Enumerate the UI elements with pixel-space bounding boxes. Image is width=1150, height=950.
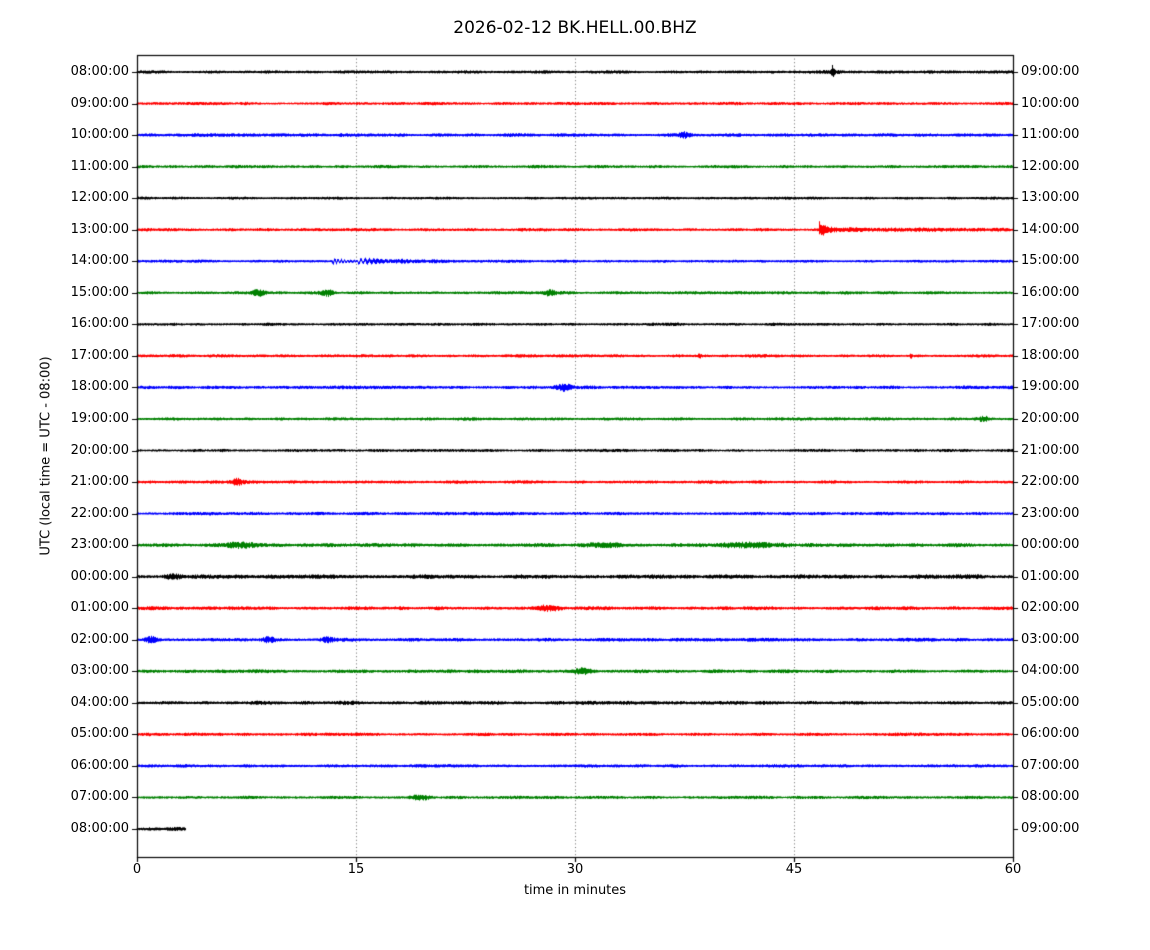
row-end-time: 16:00:00	[1021, 284, 1080, 300]
row-start-time-utc: 17:00:00	[70, 347, 129, 363]
row-end-time: 20:00:00	[1021, 410, 1080, 426]
row-start-time-utc: 01:00:00	[70, 600, 129, 616]
row-end-time: 15:00:00	[1021, 253, 1080, 269]
row-start-time-utc: 22:00:00	[70, 505, 129, 521]
row-end-time: 10:00:00	[1021, 95, 1080, 111]
row-start-time-utc: 19:00:00	[70, 410, 129, 426]
row-start-time-utc: 20:00:00	[70, 442, 129, 458]
row-start-time-utc: 14:00:00	[70, 253, 129, 269]
row-end-time: 11:00:00	[1021, 127, 1080, 143]
row-end-time: 12:00:00	[1021, 158, 1080, 174]
x-tick-label: 60	[1004, 862, 1022, 877]
row-end-time: 18:00:00	[1021, 347, 1080, 363]
row-end-time: 05:00:00	[1021, 694, 1080, 710]
row-end-time: 07:00:00	[1021, 757, 1080, 773]
row-end-time: 22:00:00	[1021, 474, 1080, 490]
row-start-time-utc: 00:00:00	[70, 568, 129, 584]
row-end-time: 14:00:00	[1021, 221, 1080, 237]
row-start-time-utc: 16:00:00	[70, 316, 129, 332]
figure-title: 2026-02-12 BK.HELL.00.BHZ	[453, 18, 697, 38]
row-start-time-utc: 02:00:00	[70, 631, 129, 647]
row-start-time-utc: 06:00:00	[70, 757, 129, 773]
row-end-time: 09:00:00	[1021, 821, 1080, 836]
row-end-time: 21:00:00	[1021, 442, 1080, 458]
row-start-time-utc: 05:00:00	[70, 726, 129, 742]
row-end-time: 06:00:00	[1021, 726, 1080, 742]
row-end-time: 23:00:00	[1021, 505, 1080, 521]
row-end-time: 01:00:00	[1021, 568, 1080, 584]
row-start-time-utc: 21:00:00	[70, 474, 129, 490]
row-start-time-utc: 13:00:00	[70, 221, 129, 237]
x-axis-label: time in minutes	[523, 883, 627, 898]
row-start-time-utc: 18:00:00	[70, 379, 129, 395]
row-start-time-utc: 15:00:00	[70, 284, 129, 300]
row-end-time: 03:00:00	[1021, 631, 1080, 647]
row-start-time-utc: 23:00:00	[70, 537, 129, 553]
row-end-time: 00:00:00	[1021, 537, 1080, 553]
row-start-time-utc: 07:00:00	[70, 789, 129, 805]
row-end-time: 04:00:00	[1021, 663, 1080, 679]
row-start-time-utc: 04:00:00	[70, 694, 129, 710]
row-start-time-utc: 08:00:00	[70, 821, 129, 836]
x-tick-label: 15	[347, 862, 365, 877]
row-start-time-utc: 09:00:00	[70, 95, 129, 111]
row-start-time-utc: 03:00:00	[70, 663, 129, 679]
row-end-time: 08:00:00	[1021, 789, 1080, 805]
row-start-time-utc: 12:00:00	[70, 190, 129, 206]
row-end-time: 13:00:00	[1021, 190, 1080, 206]
x-tick-label: 0	[132, 862, 142, 877]
row-end-time: 19:00:00	[1021, 379, 1080, 395]
row-start-time-utc: 10:00:00	[70, 127, 129, 143]
row-end-time: 02:00:00	[1021, 600, 1080, 616]
x-tick-label: 30	[566, 862, 584, 877]
x-tick-label: 45	[785, 862, 803, 877]
row-end-time: 17:00:00	[1021, 316, 1080, 332]
row-end-time: 09:00:00	[1021, 64, 1080, 79]
row-start-time-utc: 11:00:00	[70, 158, 129, 174]
row-start-time-utc: 08:00:00	[70, 64, 129, 79]
